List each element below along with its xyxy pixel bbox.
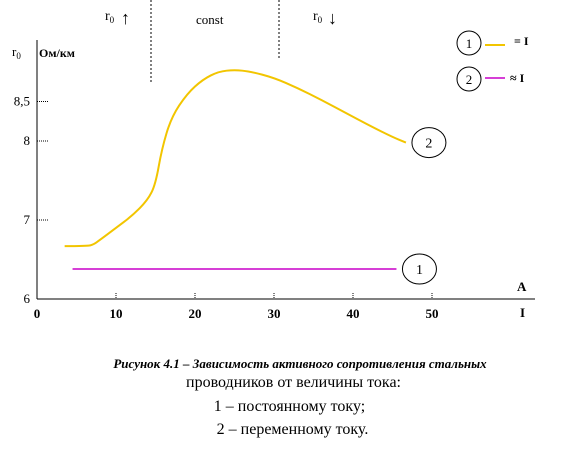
x-axis-label: I <box>520 305 525 320</box>
y-tick-label: 7 <box>24 212 31 227</box>
arrow-up-icon: ↑ <box>121 8 130 28</box>
x-tick-label: 10 <box>110 306 123 321</box>
x-axis-unit: A <box>517 279 527 294</box>
region-1-sub: 0 <box>110 15 115 25</box>
figure-caption-line-4: 2 – переменному току. <box>216 421 369 438</box>
legend: 1 = I 2 ≈ I <box>456 30 529 92</box>
x-tick-label: 30 <box>268 306 281 321</box>
figure-caption-line-2: проводников от величины тока: <box>186 374 401 391</box>
svg-text:r0: r0 <box>313 9 323 25</box>
region-label-decrease: r0 ↓ <box>313 8 337 28</box>
figure-caption-line-3: 1 – постоянному току; <box>213 398 366 415</box>
legend-item-2: 2 ≈ I <box>456 66 525 92</box>
y-tick-label: 8,5 <box>14 94 30 109</box>
series-marker-label-1: 1 <box>416 263 423 278</box>
series-marker-2 <box>411 127 447 159</box>
x-tick-label: 40 <box>347 306 360 321</box>
legend-label-1: = I <box>514 34 529 48</box>
x-tick-label: 20 <box>189 306 202 321</box>
y-axis-symbol: r0 <box>12 44 21 61</box>
x-tick-label: 0 <box>34 306 41 321</box>
region-1-symbol: r <box>105 9 110 24</box>
legend-label-2: ≈ I <box>510 71 525 85</box>
y-tick-label: 8 <box>24 133 31 148</box>
legend-item-1: 1 = I <box>456 30 529 56</box>
svg-text:2: 2 <box>466 72 473 87</box>
legend-marker-2 <box>456 66 482 92</box>
series-marker-label-2: 2 <box>425 137 432 152</box>
axis-ticks: 0 10 20 30 40 50 6 7 8 8,5 <box>14 94 439 322</box>
svg-text:1: 1 <box>466 36 473 51</box>
svg-text:r0: r0 <box>105 9 115 25</box>
y-axis-unit: Ом/км <box>39 46 75 60</box>
x-tick-label: 50 <box>426 306 439 321</box>
y-tick-label: 6 <box>24 291 31 306</box>
region-3-sub: 0 <box>318 15 323 25</box>
region-label-const: const <box>196 12 224 27</box>
arrow-down-icon: ↓ <box>328 8 337 28</box>
figure-caption-title: Рисунок 4.1 – Зависимость активного сопр… <box>113 356 487 371</box>
legend-marker-1 <box>456 30 482 56</box>
chart: r0 ↑ const r0 ↓ r0 Ом/км A I 0 10 20 30 40 50… <box>12 0 535 322</box>
region-label-increase: r0 ↑ <box>105 8 130 28</box>
series-marker-1 <box>401 253 437 285</box>
series-layer: 21 <box>64 69 447 285</box>
series-line-2 <box>64 69 407 248</box>
region-3-symbol: r <box>313 9 318 24</box>
